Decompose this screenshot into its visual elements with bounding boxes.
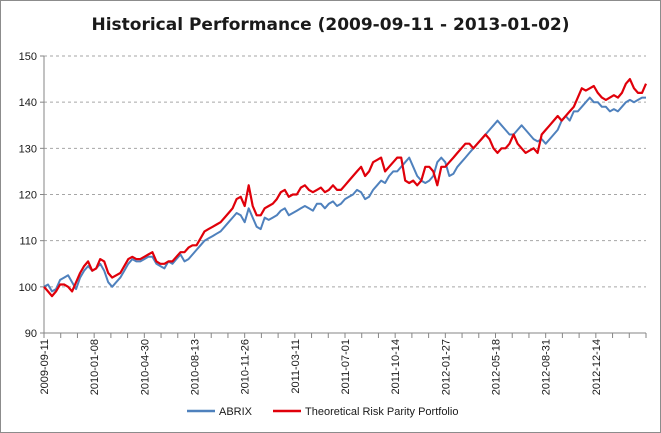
y-tick-label: 110 <box>19 236 37 248</box>
axes <box>40 55 647 338</box>
y-tick-labels: 90 100 110 120 130 140 150 <box>19 51 37 340</box>
y-tick-label: 140 <box>19 97 37 109</box>
x-tick-label: 2011-07-01 <box>340 339 352 394</box>
gridlines <box>44 55 646 288</box>
x-tick-label: 2009-09-11 <box>39 339 51 394</box>
x-tick-label: 2010-04-30 <box>139 339 151 395</box>
x-tick-label: 2011-03-11 <box>290 339 302 394</box>
x-tick-label: 2010-01-08 <box>89 339 101 395</box>
y-tick-label: 130 <box>19 143 37 155</box>
legend-label: Theoretical Risk Parity Portfolio <box>305 406 458 418</box>
x-tick-label: 2010-11-26 <box>240 339 252 394</box>
chart-title: Historical Performance (2009-09-11 - 201… <box>91 15 569 35</box>
x-tick-label: 2012-01-27 <box>440 339 452 395</box>
x-tick-label: 2011-10-14 <box>390 339 402 394</box>
legend-label: ABRIX <box>219 406 253 418</box>
x-tick-label: 2012-12-14 <box>591 339 603 395</box>
x-tick-label: 2010-08-13 <box>190 339 202 395</box>
y-tick-label: 120 <box>19 190 37 202</box>
x-tick-label: 2012-05-18 <box>491 339 503 395</box>
series-line-risk-parity <box>43 77 648 298</box>
y-tick-label: 150 <box>19 51 37 63</box>
y-tick-label: 90 <box>25 328 37 340</box>
x-tick-label: 2012-08-31 <box>541 339 553 395</box>
y-tick-label: 100 <box>19 282 37 294</box>
x-tick-labels: 2009-09-11 2010-01-08 2010-04-30 2010-08-13… <box>39 339 603 395</box>
legend: ABRIX Theoretical Risk Parity Portfolio <box>187 406 458 418</box>
series-lines <box>43 77 648 298</box>
series-line-abrix <box>43 96 646 293</box>
